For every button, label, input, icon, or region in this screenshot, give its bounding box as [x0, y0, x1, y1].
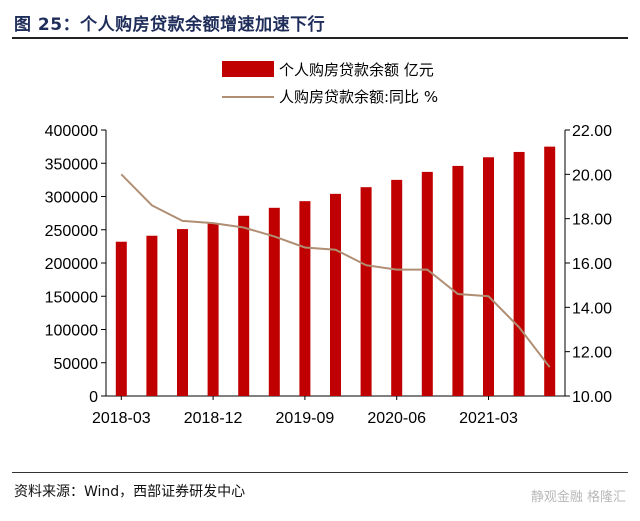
bar — [177, 229, 188, 396]
y-left-tick-label: 400000 — [45, 123, 98, 140]
legend-label-bar: 个人购房贷款余额 亿元 — [279, 61, 434, 79]
bar — [452, 165, 464, 396]
y-right-tick-label: 12.00 — [572, 345, 612, 362]
yoy-growth-line — [120, 173, 551, 368]
watermark: 静观金融 格隆汇 — [530, 490, 626, 505]
bar — [299, 201, 311, 396]
x-tick-label: 2019-09 — [276, 410, 335, 427]
x-tick-label: 2020-06 — [367, 410, 426, 427]
y-left-tick-label: 0 — [89, 389, 98, 406]
bar — [544, 146, 556, 396]
y-left-tick-label: 50000 — [54, 356, 99, 373]
legend: 个人购房贷款余额 亿元 人购房贷款余额:同比 % — [222, 61, 438, 106]
y-right-tick-label: 10.00 — [572, 389, 612, 406]
bar — [391, 179, 403, 396]
y-right-tick-label: 18.00 — [572, 212, 612, 229]
y-left-tick-label: 250000 — [45, 223, 98, 240]
y-left-tick-label: 150000 — [45, 289, 98, 306]
y-right-tick-label: 20.00 — [572, 167, 612, 184]
y-right-tick-label: 22.00 — [572, 123, 612, 140]
y-left-tick-label: 300000 — [45, 190, 98, 207]
source-note: 资料来源：Wind，西部证券研发中心 — [14, 484, 246, 500]
x-tick-label: 2018-12 — [184, 410, 243, 427]
bar — [268, 207, 280, 396]
legend-label-line: 人购房贷款余额:同比 % — [279, 88, 438, 106]
legend-swatch-bar — [222, 61, 274, 77]
y-right-tick-label: 16.00 — [572, 256, 612, 273]
figure-title: 图 25：个人购房贷款余额增速加速下行 — [14, 15, 326, 35]
y-left-tick-label: 350000 — [45, 156, 98, 173]
bar — [146, 235, 158, 396]
y-left-tick-label: 200000 — [45, 256, 98, 273]
title-divider — [12, 37, 628, 39]
bar — [513, 151, 525, 396]
bar — [238, 215, 250, 396]
bar — [207, 223, 219, 396]
bar — [483, 157, 494, 396]
footer-divider — [12, 472, 628, 473]
bar — [421, 171, 433, 396]
x-tick-label: 2021-03 — [459, 410, 518, 427]
x-tick-label: 2018-03 — [92, 410, 151, 427]
bar — [360, 187, 372, 396]
bar — [330, 193, 341, 396]
bar — [115, 241, 127, 396]
plot-area: 0 50000 100000 150000 200000 250000 300000 3500… — [45, 123, 613, 427]
y-left-tick-label: 100000 — [45, 323, 98, 340]
y-right-tick-label: 14.00 — [572, 300, 612, 317]
